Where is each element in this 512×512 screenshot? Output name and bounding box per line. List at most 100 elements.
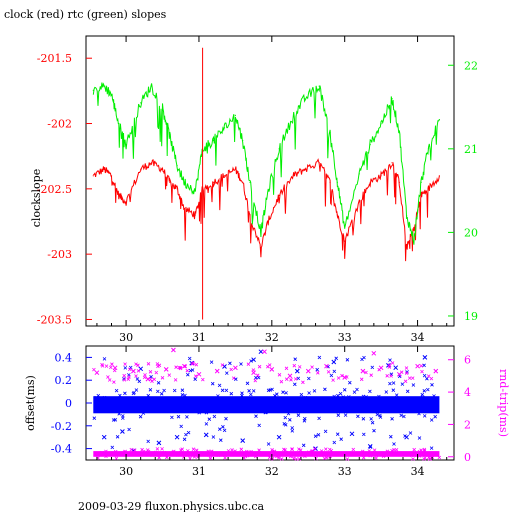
series-point-magenta [171,347,176,353]
series-marker-magenta [314,453,318,458]
series-marker-magenta [109,365,113,370]
series-point-green [234,114,236,116]
series-marker-magenta [152,377,156,382]
series-marker-blue [217,383,222,388]
series-marker-blue [343,413,348,417]
series-marker-magenta [389,451,393,456]
series-marker-blue [403,434,407,438]
series-marker-blue [136,407,140,411]
series-point-blue [222,364,227,369]
series-marker-blue [94,395,98,400]
series-marker-blue [384,390,389,394]
series-marker-magenta [272,451,276,456]
series-marker-blue [378,415,383,419]
series-marker-magenta [410,376,415,380]
series-point-red [413,227,415,229]
series-point-magenta [287,373,293,379]
series-marker-blue [317,355,322,360]
series-marker-magenta [249,449,253,454]
series-marker-blue [180,388,185,392]
series-marker-blue [286,411,291,416]
series-marker-blue [224,388,229,393]
series-marker-magenta [167,373,172,377]
series-marker-blue [411,383,416,387]
series-marker-magenta [359,377,364,382]
series-marker-blue [281,408,285,412]
series-marker-blue [307,376,311,381]
offset-y-tick-label-2: 0 [65,397,72,410]
series-marker-magenta [345,375,349,379]
series-point-red [118,194,120,196]
series-marker-magenta [230,448,234,452]
series-marker-blue [368,445,373,449]
series-marker-blue [433,414,437,419]
series-marker-magenta [387,363,392,367]
series-marker-blue [312,389,317,393]
series-marker-magenta [119,452,123,457]
series-marker-blue [209,360,214,364]
series-point-green [110,93,113,96]
series-marker-magenta [319,453,323,458]
offset-x-tick-label-0: 30 [119,465,133,478]
series-marker-blue [188,397,193,402]
series-point-red [183,207,185,209]
series-marker-blue [352,401,357,406]
series-marker-blue [251,406,256,411]
series-marker-magenta [93,452,98,457]
series-marker-magenta [294,457,299,461]
series-point-magenta [371,350,377,356]
series-marker-magenta [328,454,332,459]
series-marker-magenta [183,364,187,369]
series-marker-magenta [142,449,146,454]
series-marker-blue [204,422,209,426]
series-marker-blue [149,375,153,379]
series-marker-blue [115,396,120,401]
series-marker-blue [421,395,425,400]
series-marker-magenta [173,378,178,382]
series-marker-blue [361,409,366,413]
series-marker-blue [317,416,321,421]
series-marker-blue [148,407,153,411]
series-marker-blue [342,406,347,411]
series-marker-magenta [98,452,103,457]
series-marker-blue [146,393,151,398]
series-point-green [242,139,244,142]
series-marker-magenta [430,453,434,458]
series-point-red [223,175,226,177]
series-marker-magenta [134,374,138,378]
series-line-red [93,158,440,262]
series-point-magenta [131,368,136,374]
slopes-y-tick-label-1: -202 [47,118,72,131]
series-point-magenta [214,368,220,374]
series-marker-blue [408,431,413,435]
series-marker-magenta [290,447,295,451]
series-point-magenta [182,363,187,369]
series-marker-blue [176,407,181,412]
series-point-green [304,98,306,100]
series-marker-magenta [302,451,307,455]
offset-series-group [92,347,442,461]
series-marker-magenta [104,454,108,459]
series-marker-blue [402,414,406,419]
series-marker-blue [323,387,327,392]
series-marker-blue [390,417,394,421]
series-marker-blue [392,442,396,446]
series-marker-blue [132,390,136,395]
series-marker-blue [113,418,118,422]
series-marker-blue [425,376,429,381]
series-marker-blue [339,437,343,441]
series-marker-blue [264,410,268,415]
series-marker-blue [370,365,375,370]
series-marker-magenta [100,364,105,368]
series-marker-blue [377,394,381,399]
series-marker-magenta [404,371,409,375]
series-point-blue [294,368,300,374]
series-marker-blue [111,401,115,406]
series-point-red [161,168,164,170]
series-marker-magenta [412,447,416,452]
series-marker-blue [283,415,288,420]
series-marker-blue [293,357,297,361]
series-marker-blue [118,393,122,398]
series-marker-magenta [297,457,302,461]
series-marker-magenta [257,448,261,452]
